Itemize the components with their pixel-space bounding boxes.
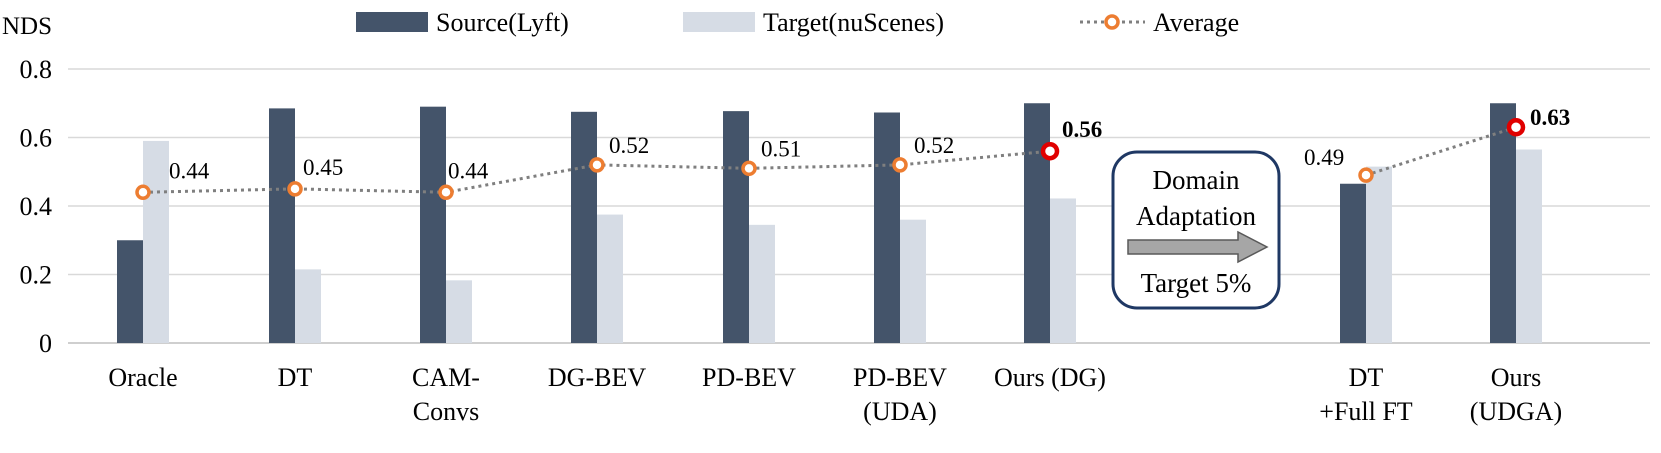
average-label: 0.52 (914, 133, 954, 158)
y-tick-label: 0 (39, 329, 52, 358)
legend-swatch-source (356, 12, 428, 32)
x-tick-label: Ours (DG) (994, 363, 1106, 392)
legend-label-average: Average (1153, 8, 1239, 37)
annotation-line2: Adaptation (1136, 201, 1256, 231)
bar-target (446, 280, 472, 343)
legend: Source(Lyft) Target(nuScenes) Average (356, 8, 1239, 37)
average-label: 0.44 (169, 158, 210, 183)
legend-swatch-target (683, 12, 755, 32)
bar-source (571, 111, 597, 343)
bar-target (1366, 166, 1392, 343)
average-label: 0.44 (448, 158, 489, 183)
average-marker (1358, 167, 1374, 183)
x-tick-label: Oracle (108, 363, 177, 392)
y-tick-labels: 0 0.2 0.4 0.6 0.8 (20, 55, 53, 358)
bar-target (143, 140, 169, 343)
average-line (1365, 125, 1517, 177)
x-tick-labels: Oracle DT CAM- DG-BEV PD-BEV PD-BEV Ours… (108, 363, 1562, 426)
y-tick-label: 0.8 (20, 55, 53, 84)
bar-source (1490, 103, 1516, 343)
average-marker (892, 157, 908, 173)
bar-source (1024, 103, 1050, 343)
x-tick-label: Ours (1491, 363, 1542, 392)
x-tick-label: DG-BEV (548, 363, 646, 392)
bar-source (1340, 183, 1366, 343)
average-marker (438, 184, 454, 201)
right-arrow-icon (1127, 230, 1269, 264)
average-marker (135, 184, 151, 201)
bars (117, 103, 1542, 343)
x-tick-label-line2: (UDGA) (1470, 397, 1562, 426)
x-tick-label: PD-BEV (853, 363, 947, 392)
y-tick-label: 0.2 (20, 261, 53, 290)
bar-target (900, 219, 926, 343)
y-axis-label: NDS (2, 13, 52, 40)
domain-adaptation-annotation: Domain Adaptation Target 5% (1111, 150, 1281, 310)
bar-source (269, 108, 295, 343)
average-label: 0.56 (1062, 117, 1102, 142)
average-marker (589, 157, 605, 173)
annotation-line1: Domain (1153, 165, 1240, 195)
average-label: 0.49 (1304, 145, 1344, 170)
bar-target (295, 269, 321, 343)
bar-source (723, 111, 749, 343)
x-tick-label: DT (278, 363, 313, 392)
x-tick-label: DT (1349, 363, 1384, 392)
annotation-line3: Target 5% (1141, 268, 1252, 298)
x-tick-label: CAM- (412, 363, 480, 392)
average-label: 0.63 (1530, 105, 1570, 130)
x-tick-label: PD-BEV (702, 363, 796, 392)
x-tick-label-line2: +Full FT (1319, 397, 1413, 426)
bar-target (1050, 198, 1076, 343)
legend-label-target: Target(nuScenes) (763, 8, 944, 37)
average-marker (741, 160, 757, 177)
y-tick-label: 0.4 (20, 192, 53, 221)
bar-source (117, 240, 143, 343)
x-tick-label-line2: Convs (413, 397, 479, 426)
legend-swatch-average-marker (1104, 14, 1120, 30)
average-marker (1040, 141, 1060, 161)
x-tick-label-line2: (UDA) (863, 397, 937, 426)
bar-target (597, 214, 623, 343)
bar-source (420, 106, 446, 343)
average-series (135, 117, 1526, 201)
average-label: 0.52 (609, 133, 649, 158)
bar-source (874, 112, 900, 343)
annotation-box (1111, 150, 1281, 310)
average-marker (1506, 117, 1526, 137)
average-label: 0.51 (761, 136, 801, 161)
bar-target (1516, 149, 1542, 343)
y-tick-label: 0.6 (20, 124, 53, 153)
bar-target (749, 224, 775, 343)
legend-label-source: Source(Lyft) (436, 8, 569, 37)
average-label: 0.45 (303, 155, 343, 180)
average-marker (287, 181, 303, 197)
average-labels: 0.44 0.45 0.44 0.52 0.51 0.52 0.56 0.49 … (169, 105, 1570, 183)
